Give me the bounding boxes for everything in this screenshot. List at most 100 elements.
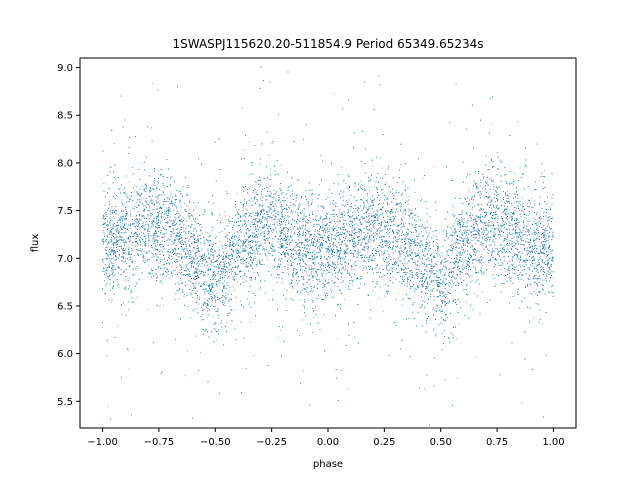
data-point — [180, 221, 182, 222]
data-point — [502, 240, 504, 242]
data-point — [386, 225, 387, 227]
data-point — [346, 252, 348, 254]
data-point — [512, 272, 514, 274]
data-point — [433, 166, 435, 168]
data-point — [381, 167, 383, 169]
data-point — [121, 184, 123, 185]
data-point — [328, 230, 330, 232]
data-point — [218, 246, 220, 248]
data-point — [548, 209, 550, 210]
data-point — [551, 233, 553, 235]
data-point — [478, 230, 480, 232]
data-point — [216, 310, 218, 312]
data-point — [208, 241, 210, 243]
data-point — [115, 255, 116, 257]
data-point — [156, 180, 158, 182]
data-point — [273, 211, 275, 213]
data-point — [436, 288, 438, 290]
data-point — [286, 208, 288, 210]
data-point — [465, 263, 467, 265]
data-point — [353, 237, 355, 239]
data-point — [321, 247, 322, 249]
data-point — [287, 230, 289, 232]
data-point — [186, 274, 188, 276]
data-point — [530, 254, 532, 256]
data-point — [187, 233, 189, 234]
data-point — [511, 244, 513, 245]
data-point — [130, 210, 132, 211]
data-point — [488, 250, 490, 252]
data-point — [462, 250, 464, 252]
data-point — [236, 193, 238, 195]
data-point — [421, 272, 422, 274]
data-point — [164, 244, 166, 246]
data-point — [245, 276, 247, 277]
data-point — [156, 227, 157, 228]
data-point — [284, 237, 286, 239]
data-point — [340, 249, 342, 251]
data-point — [232, 241, 234, 242]
data-point — [406, 255, 408, 257]
data-point — [177, 217, 179, 219]
data-point — [392, 193, 393, 195]
data-point — [226, 190, 227, 192]
data-point — [514, 207, 516, 208]
data-point — [237, 231, 239, 233]
data-point — [231, 276, 233, 278]
data-point — [138, 267, 140, 269]
data-point — [341, 250, 342, 252]
data-point — [307, 219, 308, 221]
data-point — [368, 222, 370, 223]
data-point — [318, 224, 320, 226]
data-point — [268, 154, 270, 156]
data-point — [399, 237, 401, 239]
data-point — [442, 293, 443, 294]
data-point — [380, 287, 381, 289]
data-point — [214, 250, 215, 251]
data-point — [444, 288, 446, 290]
data-point — [542, 323, 543, 325]
data-point — [133, 234, 135, 236]
data-point — [363, 235, 365, 237]
data-point — [420, 231, 422, 233]
data-point — [469, 242, 471, 243]
data-point — [111, 274, 113, 275]
data-point — [488, 201, 489, 203]
data-point — [451, 180, 453, 181]
data-point — [166, 232, 168, 234]
data-point — [490, 208, 492, 210]
data-point — [140, 220, 142, 222]
data-point — [278, 238, 280, 240]
data-point — [117, 240, 119, 241]
data-point — [314, 256, 315, 258]
data-point — [110, 289, 112, 291]
data-point — [497, 228, 499, 230]
data-point — [333, 242, 334, 243]
data-point — [173, 221, 175, 222]
data-point — [158, 170, 160, 172]
data-point — [523, 217, 525, 219]
data-point — [210, 250, 212, 252]
data-point — [466, 246, 468, 247]
data-point — [384, 199, 386, 200]
data-point — [249, 303, 251, 305]
data-point — [418, 219, 419, 221]
data-point — [374, 185, 375, 187]
data-point — [386, 221, 388, 223]
data-point — [322, 271, 324, 273]
data-point — [303, 279, 305, 280]
data-point — [440, 306, 442, 308]
data-point — [270, 207, 272, 209]
data-point — [228, 254, 229, 256]
data-point — [207, 269, 208, 271]
data-point — [153, 203, 155, 205]
data-point — [491, 225, 493, 227]
data-point — [244, 250, 245, 251]
data-point — [394, 239, 396, 241]
data-point — [240, 227, 241, 229]
data-point — [228, 255, 229, 257]
data-point — [200, 271, 202, 273]
data-point — [536, 303, 538, 305]
data-point — [386, 261, 388, 263]
